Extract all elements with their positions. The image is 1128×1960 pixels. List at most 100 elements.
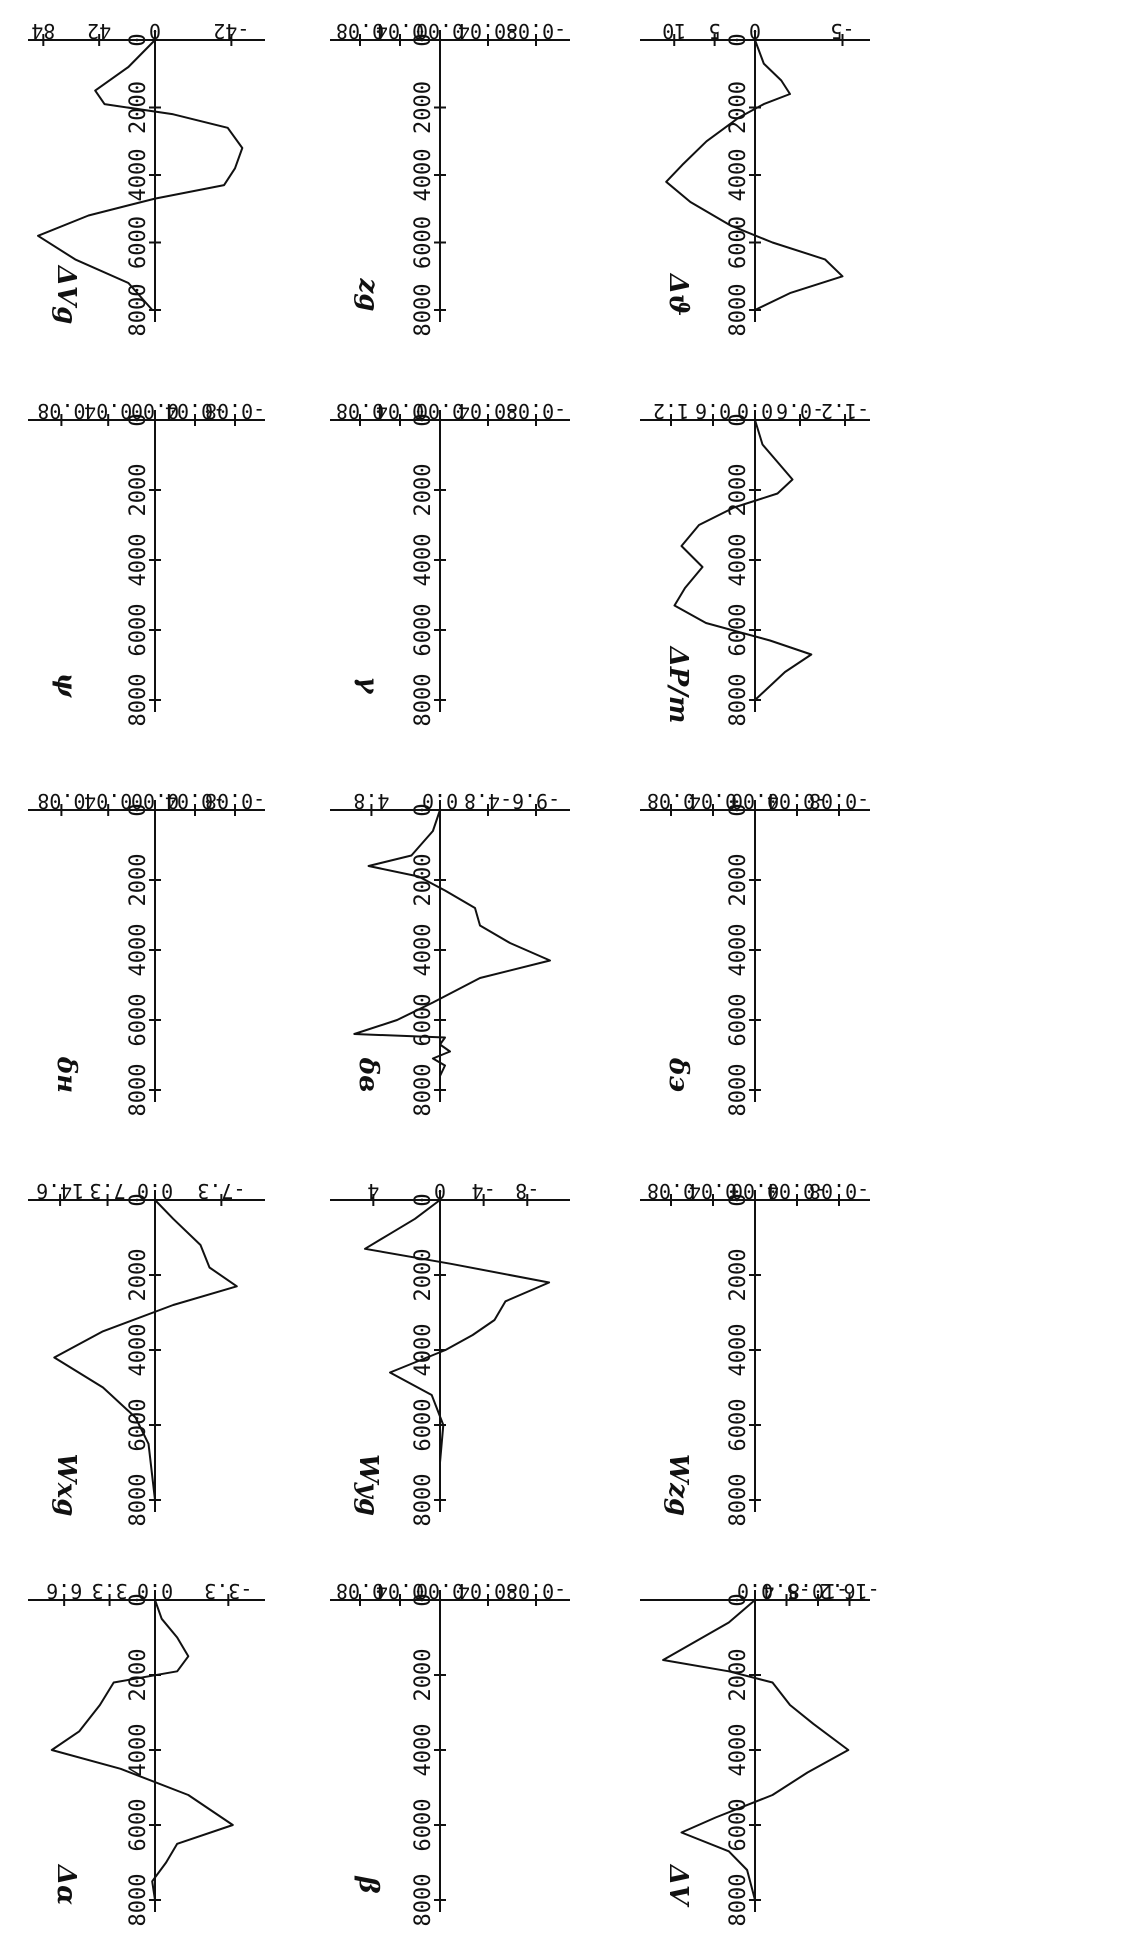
value-tick-label: 0.04 [689, 789, 737, 813]
time-tick-label: 8000 [126, 1874, 151, 1927]
time-tick-label: 0 [411, 1193, 436, 1206]
value-tick-label: -4 [472, 1179, 496, 1203]
value-tick-label: 5 [709, 19, 721, 43]
value-tick-label: -0.08 [205, 789, 265, 813]
time-tick-label: 0 [126, 1593, 151, 1606]
value-tick-label: -1.2 [821, 399, 869, 423]
time-tick-label: 4000 [411, 1324, 436, 1377]
series-line [364, 1199, 551, 1501]
variable-label: Wyg [353, 1454, 383, 1516]
time-tick-label: 0 [726, 1193, 751, 1206]
value-tick-label: -10.8 [788, 1579, 848, 1603]
value-tick-label: 0 [434, 1179, 446, 1203]
variable-label: Δα [51, 1863, 81, 1905]
value-tick-label: -0.04 [767, 789, 827, 813]
time-tick-label: 0 [411, 1593, 436, 1606]
time-tick-label: 8000 [126, 674, 151, 727]
value-tick-label: -0.08 [506, 399, 566, 423]
time-tick-label: 4000 [411, 924, 436, 977]
time-tick-label: 0 [411, 33, 436, 46]
value-tick-label: -0.08 [809, 789, 869, 813]
time-tick-label: 4000 [126, 534, 151, 587]
time-tick-label: 8000 [411, 284, 436, 337]
series-line [53, 1199, 238, 1501]
time-tick-label: 8000 [726, 674, 751, 727]
time-tick-label: 4000 [726, 149, 751, 202]
variable-label: ΔV [663, 1863, 693, 1908]
value-tick-label: 0.04 [689, 1179, 737, 1203]
value-tick-label: -0.04 [458, 399, 518, 423]
time-tick-label: 2000 [411, 1649, 436, 1702]
time-tick-label: 8000 [726, 1474, 751, 1527]
value-tick-label: -7.3 [197, 1179, 245, 1203]
time-tick-label: 2000 [126, 464, 151, 517]
time-tick-label: 0 [726, 803, 751, 816]
time-tick-label: 8000 [411, 1474, 436, 1527]
time-tick-label: 6000 [726, 994, 751, 1047]
time-tick-label: 2000 [411, 464, 436, 517]
time-tick-label: 2000 [126, 1649, 151, 1702]
value-tick-label: 0 [149, 19, 161, 43]
value-tick-label: 0.08 [647, 789, 695, 813]
value-tick-label: -3.3 [204, 1579, 252, 1603]
value-tick-label: -0.08 [506, 19, 566, 43]
time-tick-label: 0 [126, 413, 151, 426]
series-line [673, 419, 813, 701]
value-tick-label: -9.6 [512, 789, 560, 813]
time-tick-label: 2000 [726, 1249, 751, 1302]
value-tick-label: -42 [213, 19, 249, 43]
value-tick-label: -0.08 [205, 399, 265, 423]
time-tick-label: 4000 [126, 924, 151, 977]
time-tick-label: 4000 [411, 149, 436, 202]
value-tick-label: 0.08 [37, 399, 85, 423]
value-tick-label: 0.04 [376, 1579, 424, 1603]
value-tick-label: 4 [367, 1179, 379, 1203]
series-line [662, 1599, 850, 1901]
variable-label: δв [353, 1057, 383, 1092]
value-tick-label: -8 [515, 1179, 539, 1203]
time-tick-label: 6000 [126, 1799, 151, 1852]
time-tick-label: 2000 [126, 1249, 151, 1302]
value-tick-label: 0.08 [647, 1179, 695, 1203]
value-tick-label: -16.2 [819, 1579, 879, 1603]
series-line [353, 809, 551, 1091]
time-tick-label: 0 [726, 1593, 751, 1606]
time-tick-label: 2000 [126, 854, 151, 907]
time-tick-label: 6000 [411, 994, 436, 1047]
variable-label: zg [353, 278, 383, 312]
value-tick-label: 0 [749, 19, 761, 43]
time-tick-label: 8000 [126, 284, 151, 337]
variable-label: Wxg [51, 1454, 81, 1517]
time-tick-label: 4000 [126, 1724, 151, 1777]
time-tick-label: 6000 [411, 604, 436, 657]
time-tick-label: 0 [126, 803, 151, 816]
subplot-9: 0 2000 4000 6000 8000 -8 -4 0 4 Wyg [330, 1179, 570, 1526]
variable-label: ΔP/m [663, 645, 693, 724]
subplot-13: 02000400060008000-0.08-0.040.000.040.08δ… [640, 789, 870, 1116]
time-tick-label: 2000 [411, 81, 436, 134]
time-tick-label: 6000 [126, 994, 151, 1047]
value-tick-label: 0.04 [376, 399, 424, 423]
variable-label: ΔVg [51, 264, 81, 325]
subplot-6: 02000400060008000-0.08-0.040.000.040.08z… [330, 19, 570, 336]
value-tick-label: 4.8 [353, 789, 389, 813]
time-tick-label: 6000 [726, 1399, 751, 1452]
value-tick-label: -0.08 [506, 1579, 566, 1603]
value-tick-label: 7.3 [89, 1179, 125, 1203]
time-tick-label: 2000 [726, 464, 751, 517]
time-tick-label: 4000 [126, 1324, 151, 1377]
series-line [665, 39, 844, 311]
value-tick-label: -5.4 [762, 1579, 810, 1603]
time-tick-label: 8000 [411, 674, 436, 727]
value-tick-label: 6.6 [46, 1579, 82, 1603]
value-tick-label: -0.04 [458, 19, 518, 43]
time-tick-label: 6000 [411, 216, 436, 269]
time-tick-label: 8000 [726, 284, 751, 337]
series-line [37, 39, 244, 311]
time-tick-label: 6000 [411, 1399, 436, 1452]
